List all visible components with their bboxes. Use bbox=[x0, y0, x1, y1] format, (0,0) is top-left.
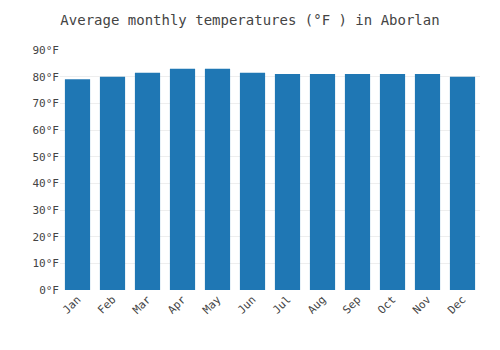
svg-text:Feb: Feb bbox=[95, 293, 118, 316]
svg-text:Average monthly temperatures (: Average monthly temperatures (°F ) in Ab… bbox=[60, 12, 439, 28]
svg-text:Aug: Aug bbox=[305, 293, 328, 316]
svg-text:Nov: Nov bbox=[410, 293, 434, 317]
svg-text:20°F: 20°F bbox=[33, 231, 60, 244]
svg-text:0°F: 0°F bbox=[39, 284, 59, 297]
svg-text:90°F: 90°F bbox=[33, 44, 60, 57]
svg-text:Oct: Oct bbox=[375, 293, 398, 316]
svg-text:Jan: Jan bbox=[60, 293, 83, 316]
svg-text:Jun: Jun bbox=[235, 293, 258, 316]
svg-text:Mar: Mar bbox=[130, 293, 154, 317]
svg-text:30°F: 30°F bbox=[33, 204, 60, 217]
svg-text:80°F: 80°F bbox=[33, 71, 60, 84]
svg-text:Apr: Apr bbox=[165, 293, 189, 317]
svg-text:60°F: 60°F bbox=[33, 124, 60, 137]
svg-text:10°F: 10°F bbox=[33, 257, 60, 270]
svg-text:Dec: Dec bbox=[445, 293, 468, 316]
svg-text:Sep: Sep bbox=[340, 293, 363, 316]
svg-text:May: May bbox=[200, 293, 224, 317]
svg-text:40°F: 40°F bbox=[33, 177, 60, 190]
svg-text:50°F: 50°F bbox=[33, 151, 60, 164]
svg-text:70°F: 70°F bbox=[33, 97, 60, 110]
svg-text:Jul: Jul bbox=[270, 293, 293, 316]
